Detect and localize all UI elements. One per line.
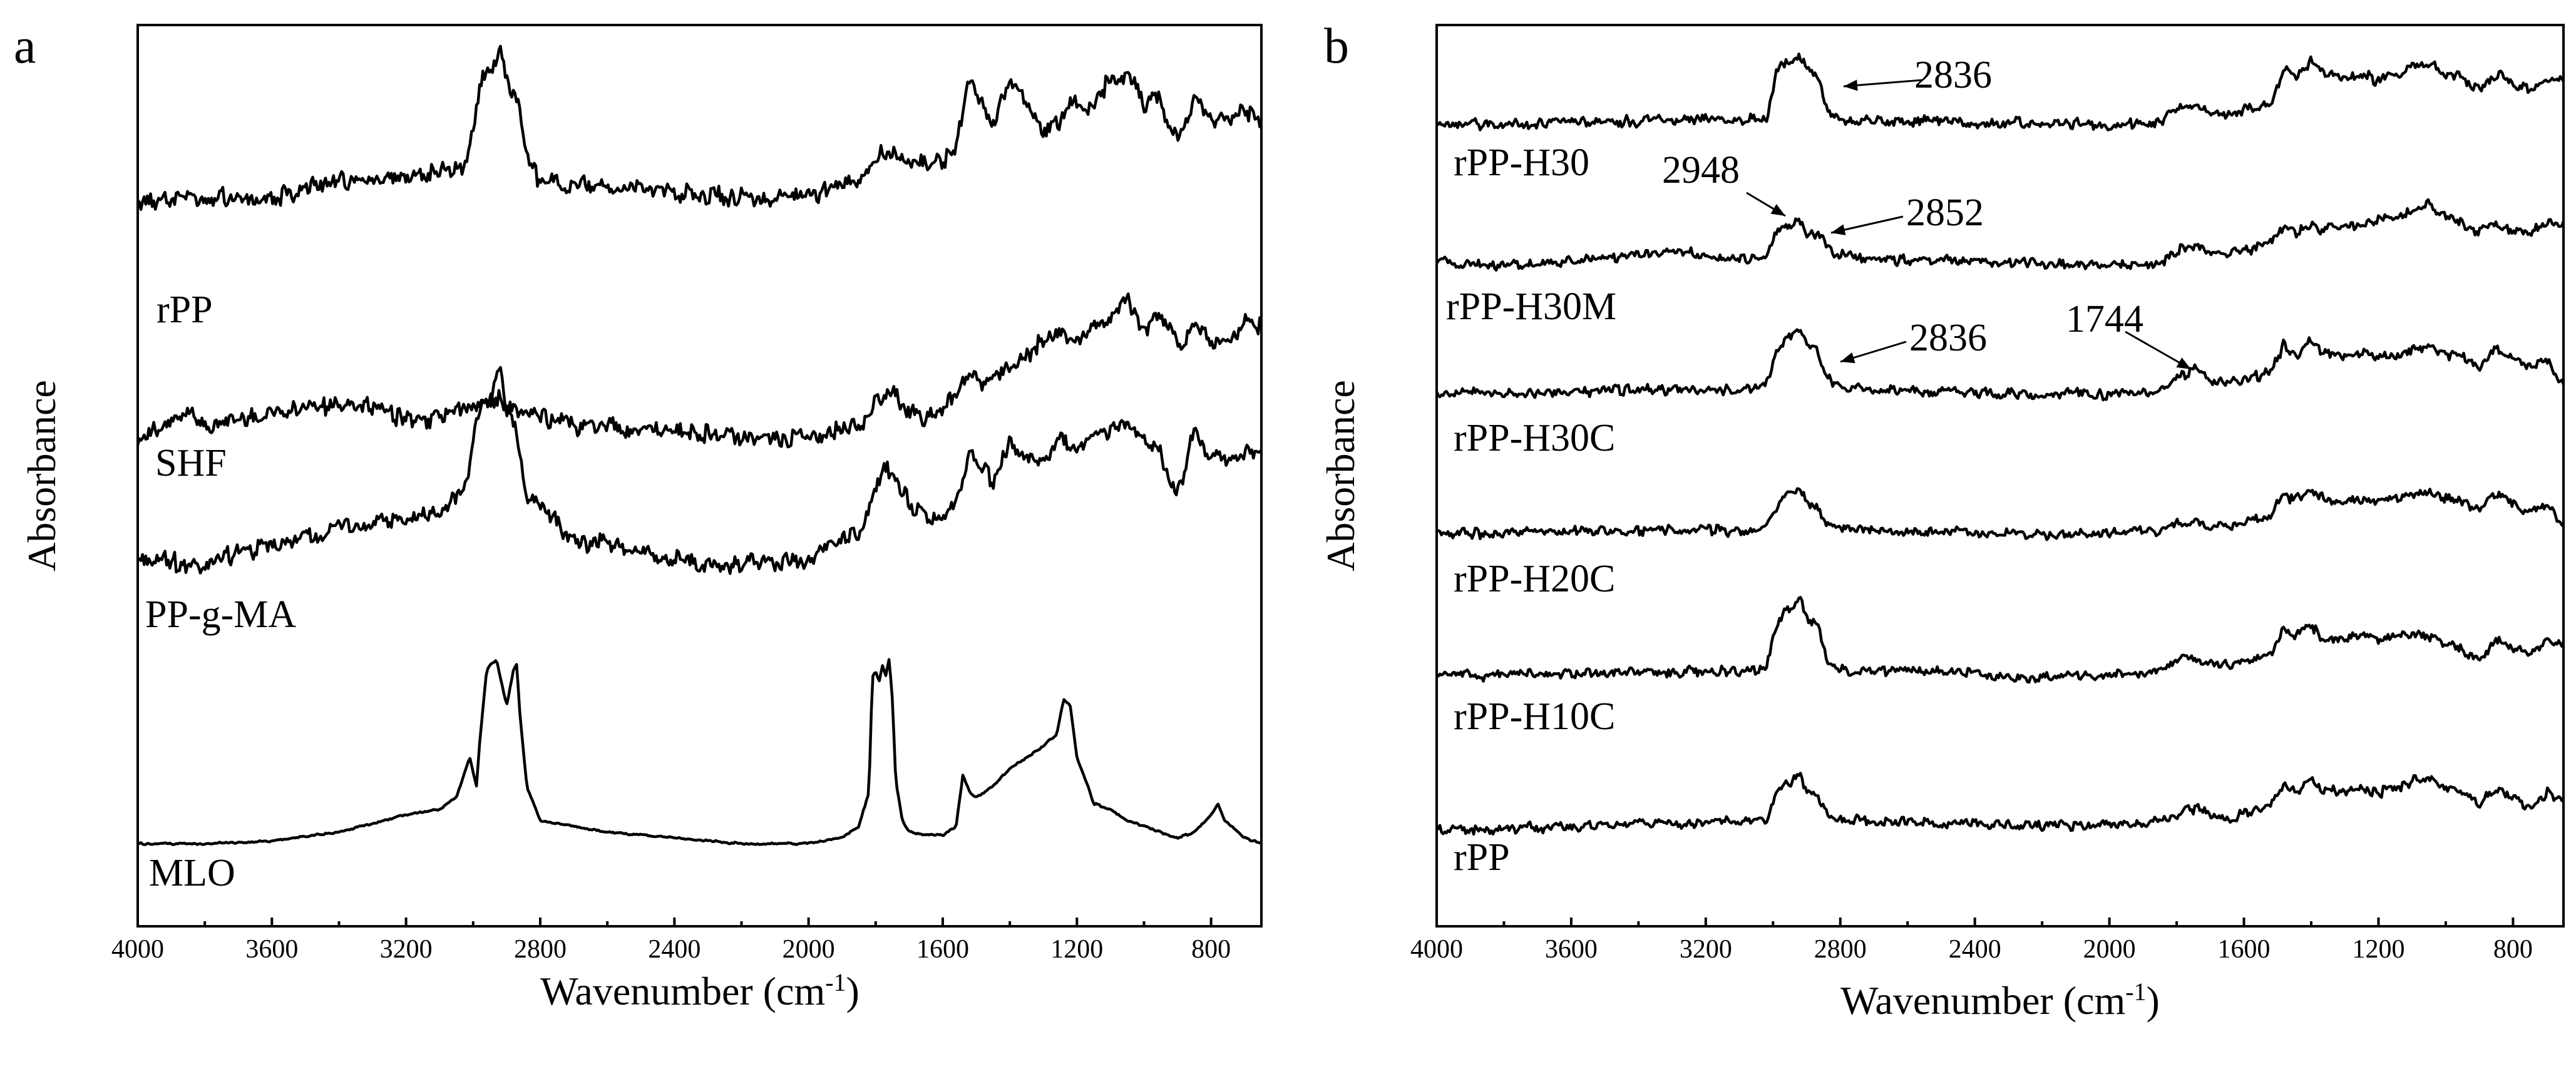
panel-b: b 4000 3600 3200 2800 2400 2000 1600 1200 800 rP…	[1318, 19, 2565, 1023]
series-label-rpp: rPP	[157, 289, 213, 331]
panel-b-spectra	[1435, 52, 2565, 836]
x-tick-label: 3600	[1545, 935, 1598, 964]
series-label-rpp-h30m: rPP-H30M	[1446, 285, 1616, 328]
panel-b-series-labels: rPP-H30 rPP-H30M rPP-H30C rPP-H20C rPP-H10C r…	[1446, 141, 1616, 879]
panel-b-x-axis-title: Wavenumber (cm-1)	[1840, 978, 2160, 1023]
x-tick-label: 2400	[648, 935, 700, 964]
panel-b-y-axis-title: Absorbance	[1318, 380, 1363, 571]
spectrum-rpp-h20c	[1436, 487, 2565, 541]
x-tick-label: 1200	[2352, 935, 2404, 964]
x-tick-label: 3600	[245, 935, 298, 964]
panel-a-x-ticks: 4000 3600 3200 2800 2400 2000 1600 1200 800	[111, 918, 1231, 964]
spectrum-rpp-h30m	[1435, 198, 2565, 272]
annotation-arrowhead	[1840, 352, 1855, 364]
x-tick-label: 800	[1191, 935, 1231, 964]
x-tick-label: 3200	[1680, 935, 1732, 964]
series-label-rpp-h10c: rPP-H10C	[1454, 695, 1615, 738]
spectrum-shf	[136, 292, 1263, 449]
panel-a: a 4000 3600 3200 2800 2400 2000 1600 1200 800 rP…	[14, 19, 1263, 1014]
spectrum-rpp	[1435, 772, 2565, 836]
panel-b-plot-frame	[1435, 24, 2565, 928]
series-label-shf: SHF	[155, 442, 227, 484]
series-label-mlo: MLO	[149, 852, 235, 894]
series-label-rpp-h20c: rPP-H20C	[1454, 558, 1615, 600]
panel-a-letter: a	[14, 19, 36, 74]
x-tick-label: 2000	[2083, 935, 2136, 964]
panel-b-annotations: 2836 2948 2852 2836 1744	[1662, 54, 2192, 371]
annotation-arrowhead	[2176, 357, 2191, 369]
x-tick-label: 1600	[2218, 935, 2271, 964]
annotation-arrowhead	[1844, 79, 1858, 91]
annotation-label-2948: 2948	[1662, 149, 1740, 192]
x-tick-label: 1600	[916, 935, 969, 964]
annotation-label-2852: 2852	[1906, 192, 1984, 234]
spectrum-rpp	[136, 44, 1263, 211]
panel-b-letter: b	[1324, 19, 1349, 74]
series-label-rpp-h30c: rPP-H30C	[1454, 417, 1615, 459]
spectrum-rpp-h30c	[1435, 328, 2565, 402]
annotation-label-2836: 2836	[1914, 54, 1992, 96]
panel-b-x-ticks: 4000 3600 3200 2800 2400 2000 1600 1200 800	[1410, 918, 2533, 964]
annotation-arrowhead	[1831, 224, 1846, 235]
spectrum-rpp-h30	[1435, 52, 2565, 131]
spectrum-mlo	[137, 658, 1262, 846]
x-tick-label: 3200	[380, 935, 433, 964]
x-tick-label: 2800	[1814, 935, 1867, 964]
spectrum-pp-g-ma	[136, 366, 1263, 575]
series-label-rpp: rPP	[1454, 836, 1510, 879]
x-tick-label: 2400	[1949, 935, 2001, 964]
series-label-rpp-h30: rPP-H30	[1454, 141, 1589, 184]
spectrum-rpp-h10c	[1436, 596, 2565, 684]
x-tick-label: 4000	[1410, 935, 1463, 964]
panel-a-spectra	[136, 44, 1263, 846]
x-tick-label: 4000	[111, 935, 164, 964]
panel-a-series-labels: rPP SHF PP-g-MA MLO	[145, 289, 296, 894]
series-label-pp-g-ma: PP-g-MA	[145, 593, 296, 636]
x-tick-label: 2000	[783, 935, 835, 964]
x-tick-label: 2800	[514, 935, 567, 964]
annotation-label-1744: 1744	[2066, 298, 2143, 340]
panel-a-plot-frame	[136, 24, 1263, 928]
panel-a-y-axis-title: Absorbance	[19, 380, 64, 571]
x-tick-label: 800	[2493, 935, 2533, 964]
annotation-label-2836: 2836	[1909, 317, 1987, 359]
panel-a-x-axis-title: Wavenumber (cm-1)	[540, 968, 860, 1014]
x-tick-label: 1200	[1050, 935, 1103, 964]
annotation-arrowhead	[1770, 203, 1785, 216]
